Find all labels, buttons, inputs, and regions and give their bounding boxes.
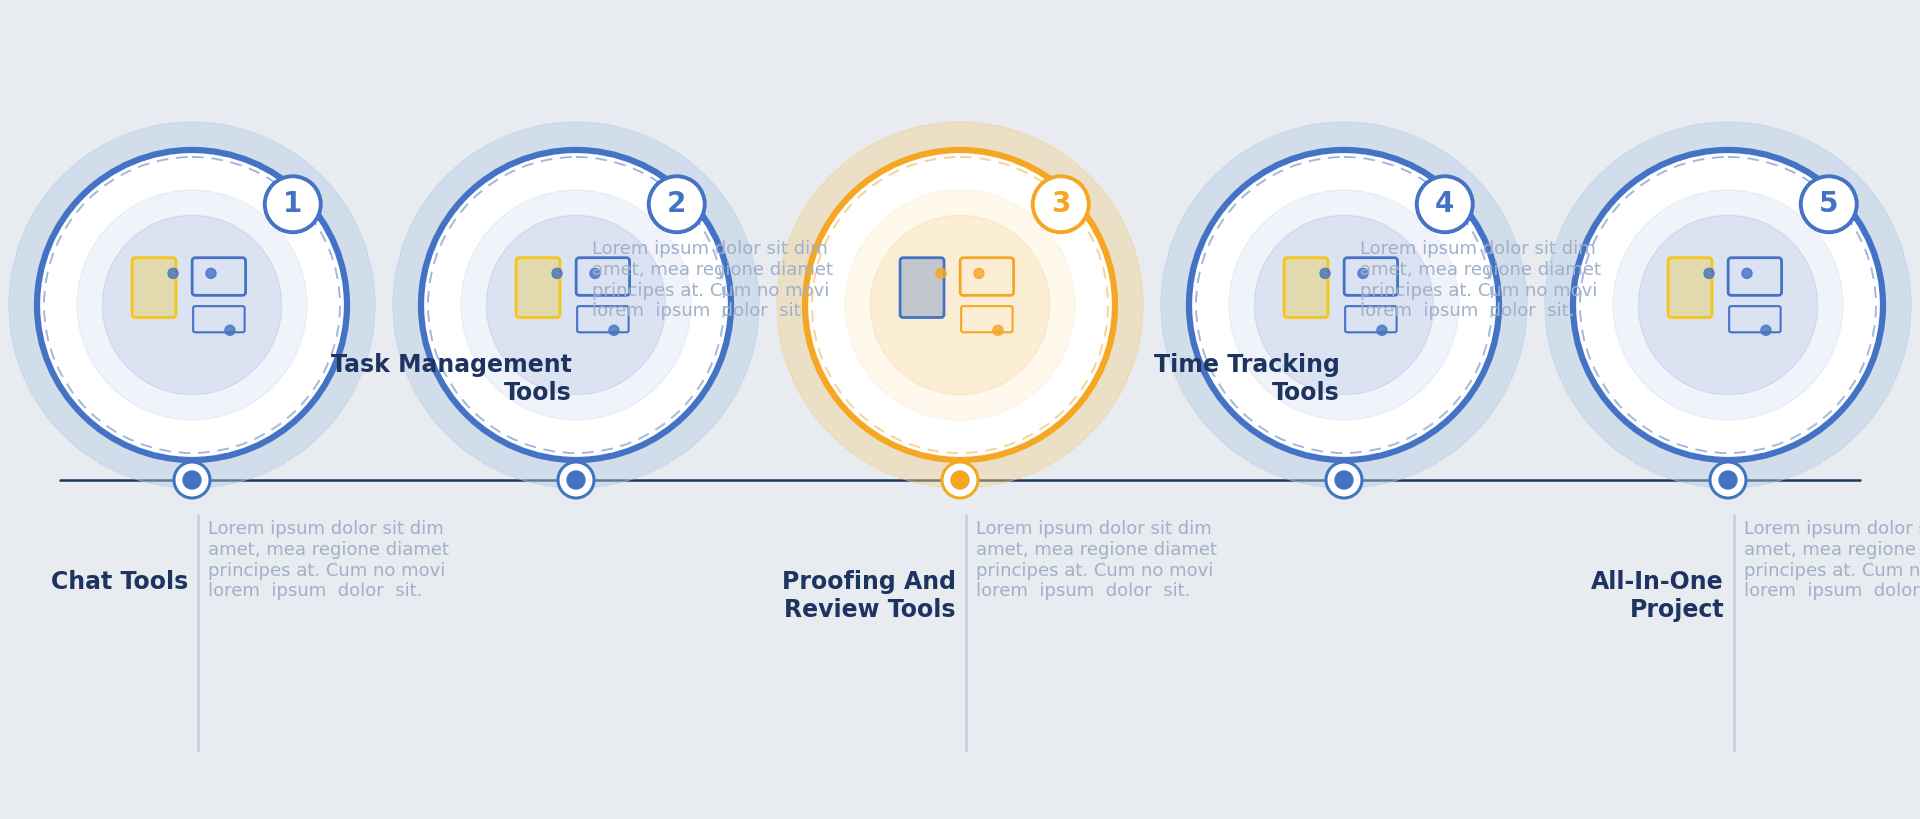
Circle shape xyxy=(943,462,977,498)
Text: Lorem ipsum dolor sit dim
amet, mea regione diamet
principes at. Cum no movi
lor: Lorem ipsum dolor sit dim amet, mea regi… xyxy=(975,520,1217,600)
Circle shape xyxy=(394,122,758,488)
Text: Lorem ipsum dolor sit dim
amet, mea regione diamet
principes at. Cum no movi
lor: Lorem ipsum dolor sit dim amet, mea regi… xyxy=(1359,240,1601,320)
Circle shape xyxy=(589,269,601,278)
Circle shape xyxy=(1377,325,1386,335)
Circle shape xyxy=(1638,215,1818,395)
Circle shape xyxy=(182,471,202,489)
Circle shape xyxy=(1801,176,1857,233)
Circle shape xyxy=(461,190,691,420)
Circle shape xyxy=(1162,122,1526,488)
Circle shape xyxy=(420,150,732,460)
Circle shape xyxy=(36,150,348,460)
Text: 3: 3 xyxy=(1050,190,1071,218)
Circle shape xyxy=(205,269,217,278)
Circle shape xyxy=(10,122,374,488)
Circle shape xyxy=(778,122,1142,488)
Circle shape xyxy=(1327,462,1361,498)
Circle shape xyxy=(935,269,947,278)
Circle shape xyxy=(609,325,618,335)
Text: Lorem ipsum dolor sit dim
amet, mea regione diamet
principes at. Cum no movi
lor: Lorem ipsum dolor sit dim amet, mea regi… xyxy=(1743,520,1920,600)
Circle shape xyxy=(1711,462,1745,498)
Circle shape xyxy=(77,190,307,420)
Circle shape xyxy=(1357,269,1369,278)
Text: All-In-One
Project: All-In-One Project xyxy=(1592,570,1724,622)
Circle shape xyxy=(102,215,282,395)
Text: 2: 2 xyxy=(666,190,687,218)
Circle shape xyxy=(1572,150,1884,460)
Circle shape xyxy=(175,462,209,498)
Circle shape xyxy=(1319,269,1331,278)
Text: 5: 5 xyxy=(1818,190,1839,218)
Circle shape xyxy=(225,325,234,335)
Circle shape xyxy=(1546,122,1910,488)
Text: 1: 1 xyxy=(282,190,301,218)
FancyBboxPatch shape xyxy=(1668,258,1713,318)
Circle shape xyxy=(486,215,666,395)
FancyBboxPatch shape xyxy=(516,258,561,318)
Circle shape xyxy=(1718,471,1738,489)
Circle shape xyxy=(1229,190,1459,420)
Text: Chat Tools: Chat Tools xyxy=(50,570,188,594)
Circle shape xyxy=(1033,176,1089,233)
Circle shape xyxy=(804,150,1116,460)
Text: Lorem ipsum dolor sit dim
amet, mea regione diamet
principes at. Cum no movi
lor: Lorem ipsum dolor sit dim amet, mea regi… xyxy=(591,240,833,320)
Circle shape xyxy=(265,176,321,233)
FancyBboxPatch shape xyxy=(900,258,945,318)
Circle shape xyxy=(559,462,593,498)
FancyBboxPatch shape xyxy=(132,258,177,318)
Circle shape xyxy=(950,471,970,489)
Circle shape xyxy=(973,269,985,278)
Circle shape xyxy=(1703,269,1715,278)
Circle shape xyxy=(1417,176,1473,233)
Circle shape xyxy=(1188,150,1500,460)
Text: Time Tracking
Tools: Time Tracking Tools xyxy=(1154,353,1340,405)
Circle shape xyxy=(1334,471,1354,489)
Circle shape xyxy=(649,176,705,233)
Text: Proofing And
Review Tools: Proofing And Review Tools xyxy=(781,570,956,622)
Circle shape xyxy=(993,325,1002,335)
Circle shape xyxy=(551,269,563,278)
Circle shape xyxy=(167,269,179,278)
FancyBboxPatch shape xyxy=(1284,258,1329,318)
Text: Lorem ipsum dolor sit dim
amet, mea regione diamet
principes at. Cum no movi
lor: Lorem ipsum dolor sit dim amet, mea regi… xyxy=(207,520,449,600)
Circle shape xyxy=(1613,190,1843,420)
Circle shape xyxy=(1761,325,1770,335)
Text: Task Management
Tools: Task Management Tools xyxy=(330,353,572,405)
Text: 4: 4 xyxy=(1434,190,1455,218)
Circle shape xyxy=(1254,215,1434,395)
Circle shape xyxy=(566,471,586,489)
Circle shape xyxy=(870,215,1050,395)
Circle shape xyxy=(1741,269,1753,278)
Circle shape xyxy=(845,190,1075,420)
